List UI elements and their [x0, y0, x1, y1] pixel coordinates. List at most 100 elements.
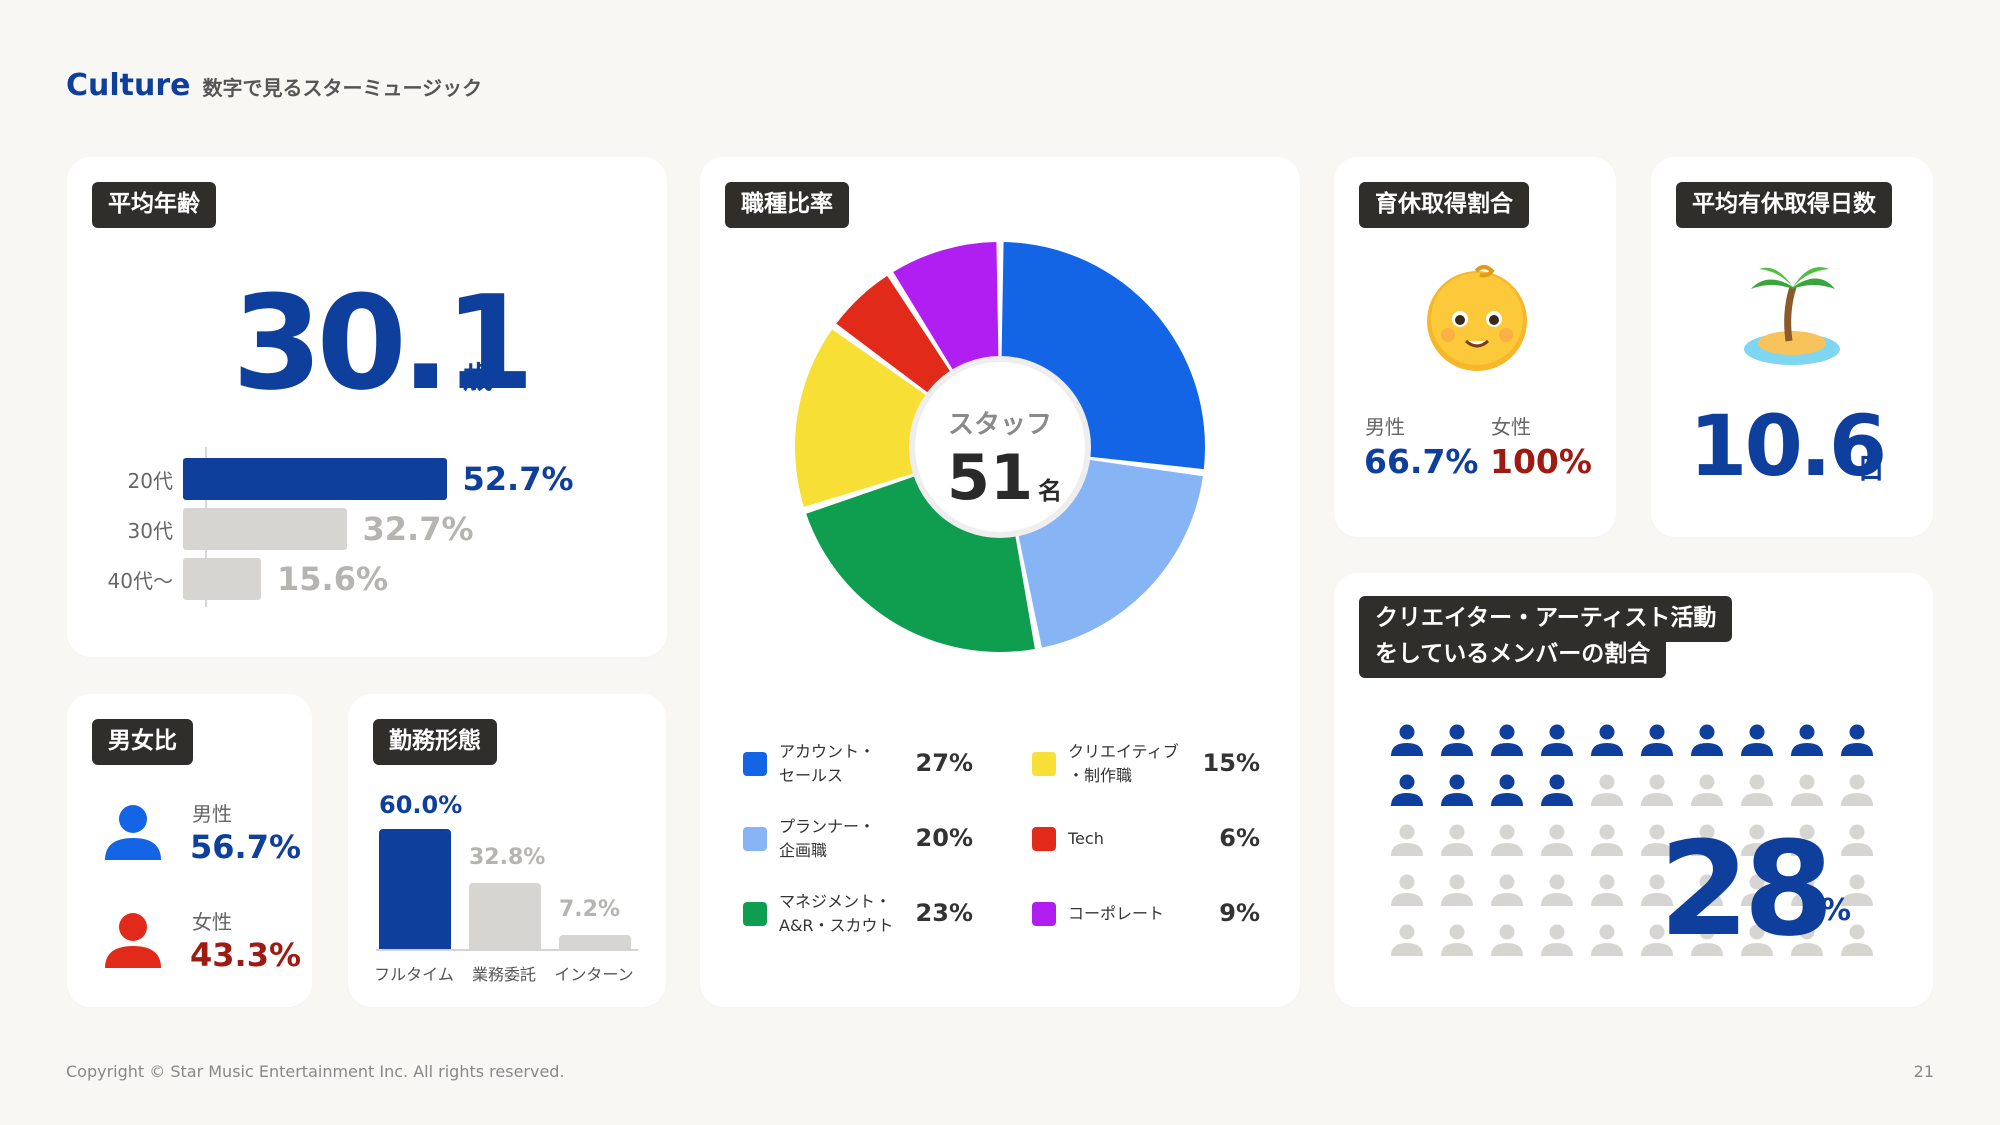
person-icon — [1741, 924, 1773, 956]
person-icon — [1491, 924, 1523, 956]
person-icon — [1841, 774, 1873, 806]
legend-label: クリエイティブ ・制作職 — [1068, 742, 1179, 785]
donut-segment — [893, 242, 999, 372]
person-icon — [1391, 924, 1423, 956]
person-icon-highlighted — [1491, 774, 1523, 806]
page-subtitle: 数字で見るスターミュージック — [202, 76, 483, 100]
job-ratio-donut-chart: スタッフ 51 名 — [795, 242, 1205, 652]
age-bar — [183, 508, 347, 550]
paid-leave-card: 平均有休取得日数 10.6 日 — [1651, 157, 1933, 537]
gender-ratio-tag: 男女比 — [92, 719, 193, 765]
person-icon — [1691, 924, 1723, 956]
person-icon-highlighted — [1591, 724, 1623, 756]
childcare-male-value: 66.7% — [1364, 442, 1479, 481]
person-icon-highlighted — [1441, 774, 1473, 806]
legend-label: プランナー・ 企画職 — [779, 817, 876, 860]
person-icon — [1541, 824, 1573, 856]
person-icon — [1641, 924, 1673, 956]
legend-label: コーポレート — [1068, 904, 1165, 923]
legend-swatch — [1032, 752, 1056, 776]
male-label: 男性 — [192, 802, 232, 826]
legend-item: プランナー・ 企画職 — [743, 812, 919, 866]
work-style-value: 7.2% — [559, 896, 621, 922]
person-icon — [1641, 774, 1673, 806]
person-icon-highlighted — [1441, 724, 1473, 756]
person-icon — [1441, 924, 1473, 956]
person-icon-highlighted — [1391, 724, 1423, 756]
person-icon-highlighted — [1391, 774, 1423, 806]
person-icon — [1741, 874, 1773, 906]
work-style-value: 32.8% — [469, 845, 546, 871]
legend-label: マネジメント・ A&R・スカウト — [779, 892, 894, 935]
donut-segment — [795, 329, 928, 507]
work-style-bar — [379, 829, 451, 949]
person-icon-highlighted — [1541, 724, 1573, 756]
person-icon-highlighted — [1491, 724, 1523, 756]
work-style-tag: 勤務形態 — [373, 719, 497, 765]
person-icon — [1841, 924, 1873, 956]
legend-percentage: 6% — [1219, 824, 1260, 852]
gender-ratio-card: 男女比 男性 56.7% 女性 43.3% — [67, 694, 312, 1007]
childcare-leave-tag: 育休取得割合 — [1359, 182, 1529, 228]
legend-item: Tech — [1032, 812, 1208, 866]
average-age-value: 30.1 — [232, 267, 535, 419]
person-icon-highlighted — [1541, 774, 1573, 806]
legend-swatch — [1032, 827, 1056, 851]
person-icon — [1591, 824, 1623, 856]
creator-ratio-card: クリエイター・アーティスト活動 をしているメンバーの割合 28 % — [1334, 573, 1933, 1007]
work-style-value: 60.0% — [379, 791, 463, 819]
person-icon — [1541, 924, 1573, 956]
work-style-card: 勤務形態 60.0% フルタイム 32.8% 業務委託 7.2% インターン — [348, 694, 666, 1007]
paid-leave-unit: 日 — [1857, 452, 1886, 485]
person-icon — [1691, 824, 1723, 856]
person-icon — [1641, 824, 1673, 856]
copyright-footer: Copyright © Star Music Entertainment Inc… — [66, 1062, 565, 1081]
age-row-label: 30代 — [127, 518, 173, 543]
person-icon-highlighted — [1741, 724, 1773, 756]
donut-segment — [1001, 242, 1205, 470]
person-icon — [1641, 874, 1673, 906]
age-row-label: 20代 — [127, 468, 173, 493]
person-icon — [1841, 874, 1873, 906]
male-person-icon — [105, 805, 161, 860]
person-icon — [1391, 874, 1423, 906]
age-row-40s: 40代〜 15.6% — [67, 557, 388, 601]
person-icon — [1591, 774, 1623, 806]
page-header: Culture 数字で見るスターミュージック — [66, 68, 482, 103]
average-age-card: 平均年齢 30.1 歳 20代 52.7% 30代 32.7% 40代〜 15.… — [67, 157, 667, 657]
donut-segment — [1017, 459, 1203, 648]
job-ratio-tag: 職種比率 — [725, 182, 849, 228]
age-row-value: 52.7% — [462, 460, 574, 498]
person-icon — [1841, 824, 1873, 856]
work-style-category: インターン — [554, 965, 634, 984]
person-icon-highlighted — [1691, 724, 1723, 756]
age-row-value: 32.7% — [362, 510, 474, 548]
creator-ratio-tag-line2: をしているメンバーの割合 — [1359, 632, 1667, 678]
person-icon-highlighted — [1791, 724, 1823, 756]
age-row-label: 40代〜 — [107, 568, 173, 593]
paid-leave-tag: 平均有休取得日数 — [1676, 182, 1892, 228]
age-bar — [183, 558, 261, 600]
legend-percentage: 9% — [1219, 899, 1260, 927]
average-age-unit: 歳 — [463, 361, 493, 396]
legend-swatch — [743, 752, 767, 776]
person-icon — [1741, 824, 1773, 856]
legend-label: Tech — [1068, 829, 1104, 848]
female-ratio-value: 43.3% — [190, 936, 302, 974]
age-row-30s: 30代 32.7% — [67, 507, 474, 551]
paid-leave-value: 10.6 — [1689, 397, 1887, 495]
legend-swatch — [743, 827, 767, 851]
person-icon-highlighted — [1841, 724, 1873, 756]
donut-segment — [806, 475, 1035, 652]
person-icon — [1591, 924, 1623, 956]
person-icon — [1441, 824, 1473, 856]
person-icon — [1591, 874, 1623, 906]
legend-percentage: 20% — [915, 824, 973, 852]
person-icon — [1791, 824, 1823, 856]
person-icon — [1691, 874, 1723, 906]
donut-center-label: スタッフ — [948, 410, 1052, 440]
donut-hole — [909, 356, 1091, 538]
legend-item: コーポレート — [1032, 887, 1208, 941]
job-ratio-card: 職種比率 スタッフ 51 名 アカウント・ セールス 27% プランナー・ 企画職 2… — [700, 157, 1300, 1007]
person-icon — [1791, 924, 1823, 956]
